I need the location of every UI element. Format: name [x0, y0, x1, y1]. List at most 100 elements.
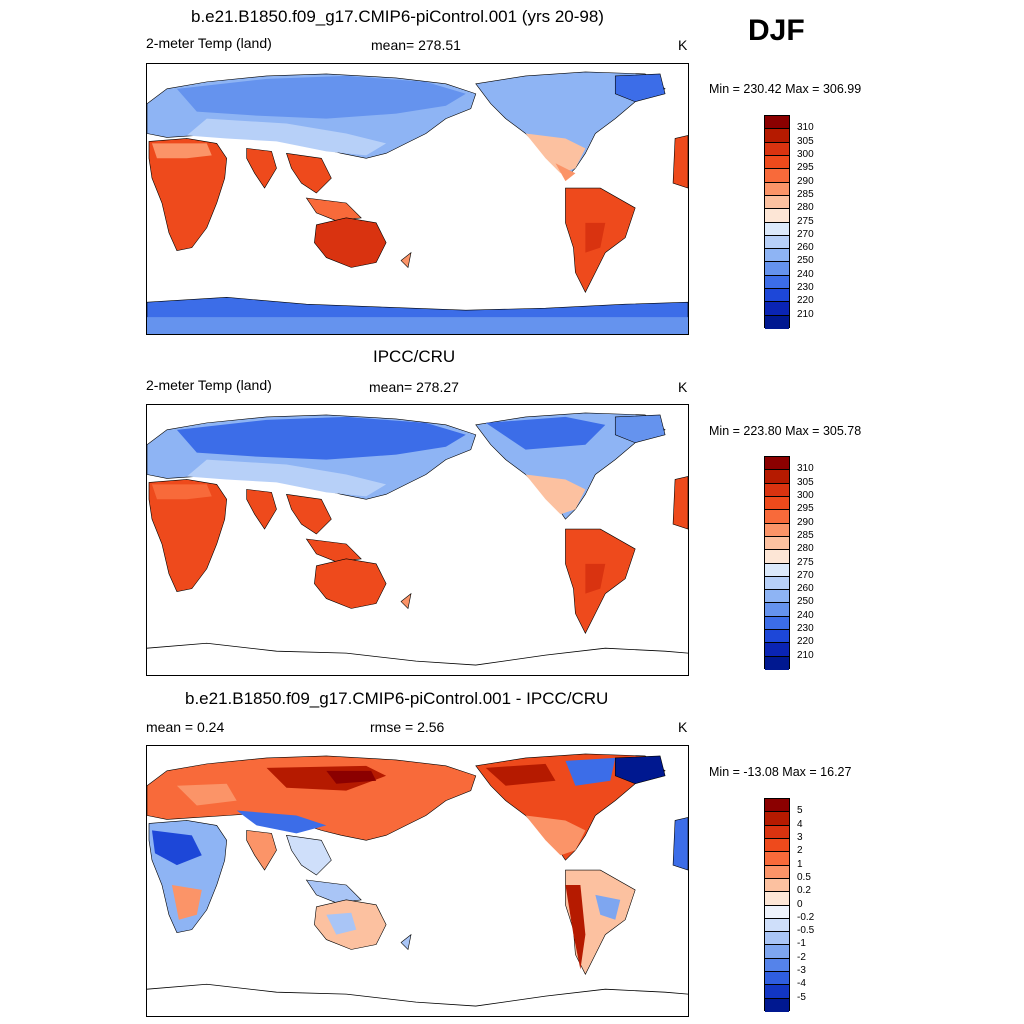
colorbar-tick-label: 290 — [797, 175, 814, 187]
panel2-variable-label: 2-meter Temp (land) — [146, 377, 272, 393]
colorbar-tick-label: 285 — [797, 188, 814, 200]
colorbar-swatch — [765, 195, 789, 210]
australia-landmass — [314, 217, 387, 268]
panel3-units-label: K — [678, 719, 688, 735]
panel2-minmax: Min = 223.80 Max = 305.78 — [709, 424, 862, 438]
colorbar-tick-label: 250 — [797, 596, 814, 608]
colorbar-swatch — [765, 550, 789, 564]
colorbar-tick-label: 275 — [797, 215, 814, 227]
colorbar-tick-label: 290 — [797, 516, 814, 528]
panel2-mean-label: mean= 278.27 — [369, 379, 459, 395]
colorbar-swatch — [765, 630, 789, 644]
panel3-rmse-label: rmse = 2.56 — [370, 719, 445, 735]
colorbar-swatch — [765, 656, 789, 670]
colorbar-tick-label: -3 — [797, 965, 806, 977]
colorbar-tick-label: 280 — [797, 543, 814, 555]
colorbar-tick-label: 240 — [797, 609, 814, 621]
colorbar-tick-label: 270 — [797, 228, 814, 240]
colorbar-swatch — [765, 483, 789, 497]
colorbar-tick-label: 280 — [797, 202, 814, 214]
colorbar-tick-label: 210 — [797, 308, 814, 320]
colorbar-swatch — [765, 510, 789, 524]
colorbar-swatch — [765, 590, 789, 604]
colorbar-swatch — [765, 812, 789, 826]
antarctica-outline — [147, 642, 688, 666]
colorbar-tick-label: 240 — [797, 268, 814, 280]
colorbar-swatch — [765, 496, 789, 511]
colorbar-swatch — [765, 878, 789, 893]
colorbar-swatch — [765, 182, 789, 196]
colorbar-tick-label: 295 — [797, 503, 814, 515]
colorbar-swatch — [765, 799, 789, 813]
africa-landmass — [148, 479, 228, 592]
colorbar-swatch — [765, 998, 789, 1012]
colorbar-tick-label: 2 — [797, 845, 803, 857]
australia-landmass — [314, 558, 387, 609]
south-asia-landmass — [246, 489, 277, 530]
colorbar-tick-label: 220 — [797, 295, 814, 307]
colorbar-swatch — [765, 275, 789, 290]
colorbar-tick-label: -2 — [797, 951, 806, 963]
colorbar-swatch — [765, 129, 789, 143]
colorbar-tick-label: 295 — [797, 162, 814, 174]
colorbar-swatch — [765, 302, 789, 316]
colorbar-swatch — [765, 905, 789, 919]
colorbar-swatch — [765, 576, 789, 591]
colorbar-swatch — [765, 523, 789, 537]
colorbar-swatch — [765, 825, 789, 839]
colorbar-swatch — [765, 222, 789, 236]
colorbar-swatch — [765, 142, 789, 156]
colorbar-tick-label: 305 — [797, 476, 814, 488]
south-asia-landmass — [246, 830, 277, 871]
colorbar-swatch — [765, 315, 789, 329]
colorbar-tick-label: 3 — [797, 831, 803, 843]
colorbar-swatch — [765, 892, 789, 906]
colorbar-tick-label: -0.5 — [797, 925, 815, 937]
colorbar-swatch — [765, 945, 789, 959]
colorbar-swatch — [765, 470, 789, 484]
colorbar-tick-label: 230 — [797, 623, 814, 635]
panel3-minmax: Min = -13.08 Max = 16.27 — [709, 765, 852, 779]
colorbar-tick-label: 275 — [797, 556, 814, 568]
colorbar-tick-label: 300 — [797, 489, 814, 501]
south-asia-landmass — [246, 148, 277, 189]
colorbar-swatch — [765, 536, 789, 551]
colorbar-tick-label: 4 — [797, 818, 803, 830]
colorbar-tick-label: 305 — [797, 135, 814, 147]
colorbar-swatch — [765, 563, 789, 577]
colorbar-swatch — [765, 289, 789, 303]
colorbar-swatch — [765, 169, 789, 183]
colorbar-swatch — [765, 262, 789, 276]
colorbar-tick-label: -5 — [797, 991, 806, 1003]
colorbar-tick-label: 270 — [797, 569, 814, 581]
season-label: DJF — [748, 14, 805, 47]
panel1-colorbar — [764, 115, 790, 329]
colorbar-swatch — [765, 985, 789, 999]
panel3-colorbar — [764, 798, 790, 1012]
colorbar-tick-label: 1 — [797, 858, 803, 870]
colorbar-tick-label: 285 — [797, 529, 814, 541]
colorbar-tick-label: 310 — [797, 463, 814, 475]
colorbar-tick-label: 250 — [797, 255, 814, 267]
panel3-mean-label: mean = 0.24 — [146, 719, 225, 735]
colorbar-swatch — [765, 235, 789, 250]
panel3-map — [146, 745, 689, 1017]
north-america-landmass — [475, 71, 666, 179]
panel2-units-label: K — [678, 379, 688, 395]
africa-landmass — [148, 138, 228, 251]
colorbar-swatch — [765, 116, 789, 130]
colorbar-tick-label: -1 — [797, 938, 806, 950]
colorbar-tick-label: 0 — [797, 898, 803, 910]
colorbar-swatch — [765, 918, 789, 933]
panel1-minmax: Min = 230.42 Max = 306.99 — [709, 82, 862, 96]
colorbar-swatch — [765, 457, 789, 471]
panel1-map — [146, 63, 689, 335]
colorbar-swatch — [765, 603, 789, 617]
panel2-colorbar — [764, 456, 790, 670]
colorbar-tick-label: -4 — [797, 978, 806, 990]
colorbar-swatch — [765, 616, 789, 631]
panel1-variable-label: 2-meter Temp (land) — [146, 35, 272, 51]
colorbar-swatch — [765, 932, 789, 946]
colorbar-tick-label: 310 — [797, 122, 814, 134]
panel1-units-label: K — [678, 37, 688, 53]
